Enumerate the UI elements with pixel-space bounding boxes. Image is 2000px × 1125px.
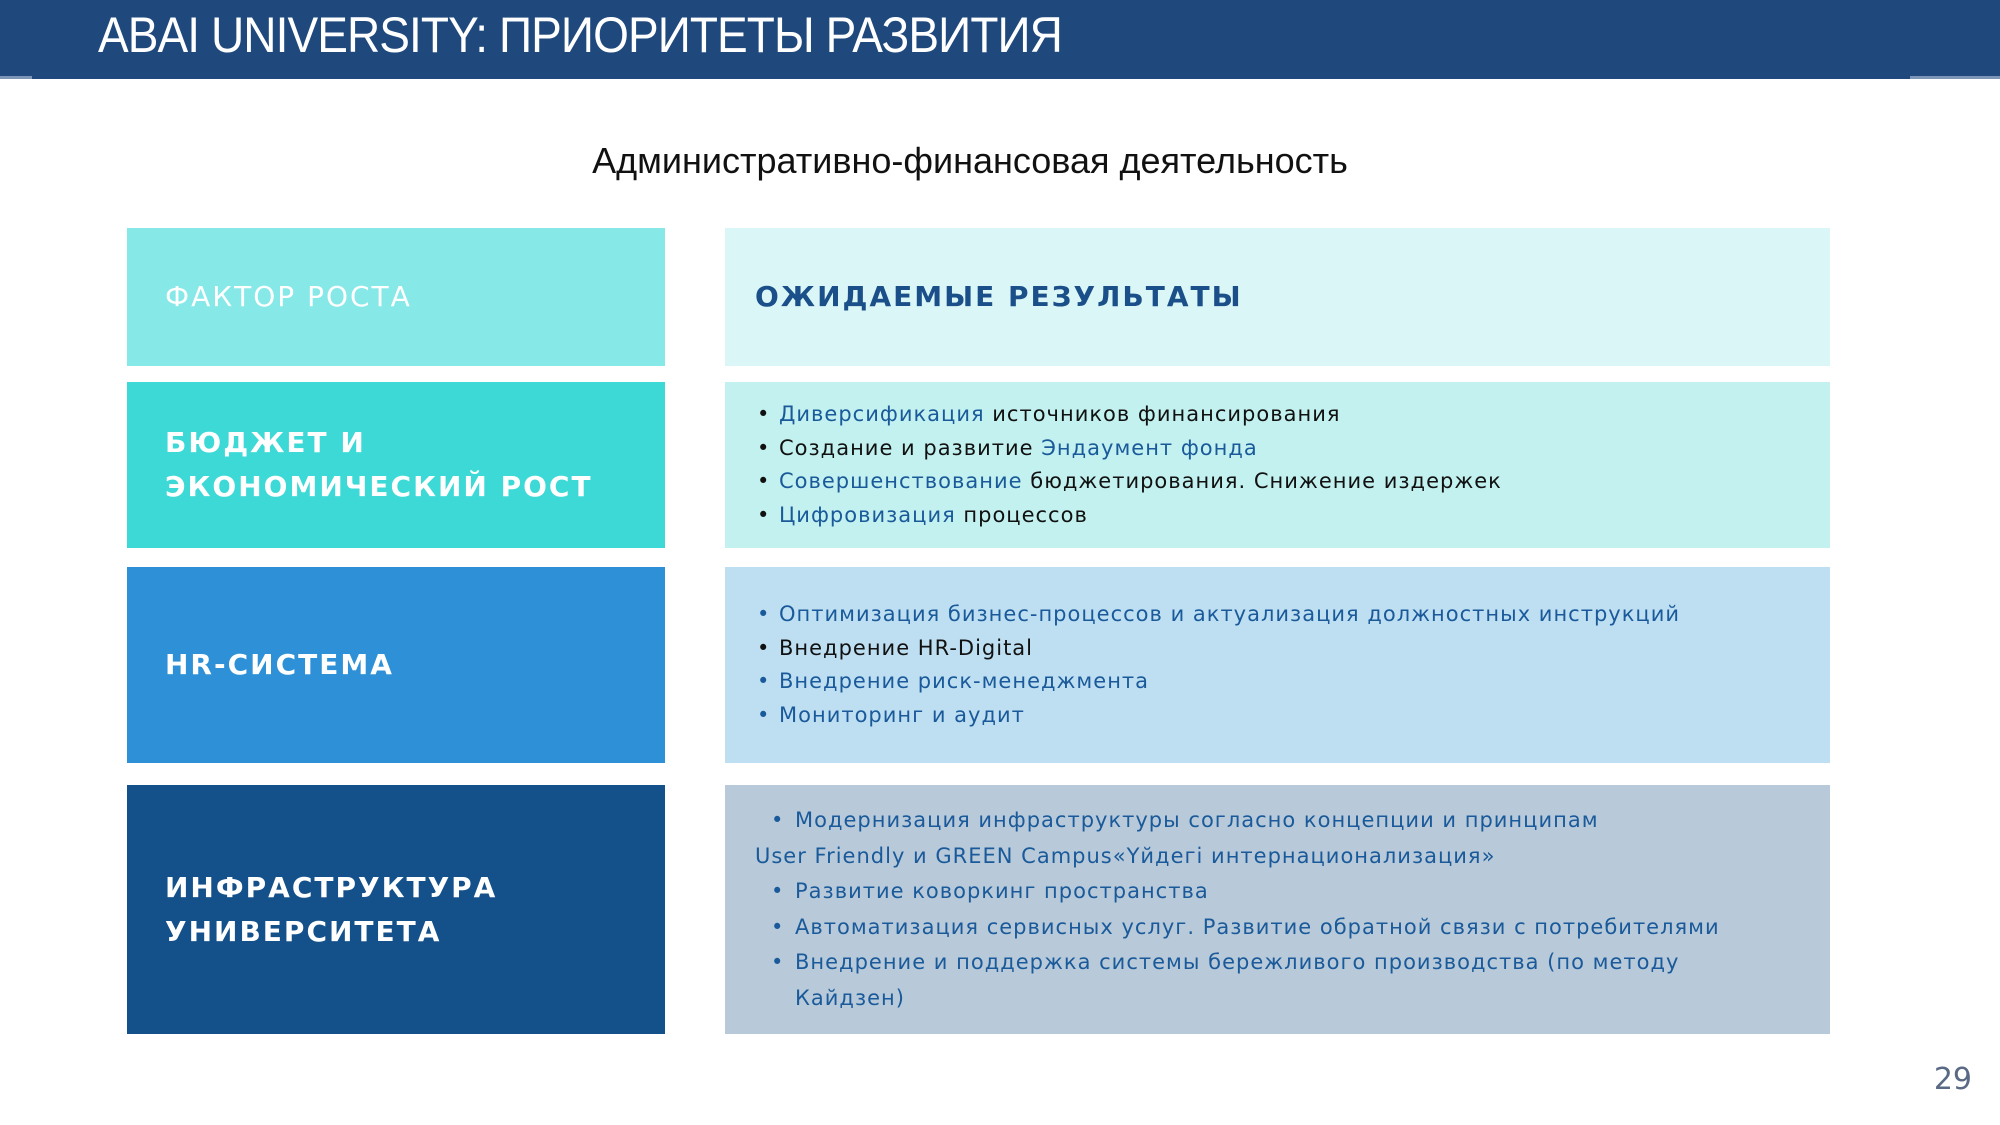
factor-label: ИНФРАСТРУКТУРА УНИВЕРСИТЕТА — [165, 870, 498, 948]
list-item: Внедрение и поддержка системы бережливог… — [755, 945, 1715, 1016]
factor-label: БЮДЖЕТ И ЭКОНОМИЧЕСКИЙ РОСТ — [165, 426, 593, 503]
header-accent-strip — [1910, 76, 2000, 79]
results-budget: Диверсификация источников финансирования… — [725, 382, 1830, 548]
page-title: ABAI UNIVERSITY: ПРИОРИТЕТЫ РАЗВИТИЯ — [98, 7, 1063, 63]
factor-infrastructure: ИНФРАСТРУКТУРА УНИВЕРСИТЕТА — [127, 785, 665, 1034]
list-item-continuation: User Friendly и GREEN Campus«Үйдегі инте… — [755, 843, 1496, 868]
factor-hr: HR-СИСТЕМА — [127, 567, 665, 763]
header-accent-strip — [0, 76, 32, 79]
header-bar: ABAI UNIVERSITY: ПРИОРИТЕТЫ РАЗВИТИЯ — [0, 0, 2000, 79]
list-item: Внедрение риск-менеджмента — [755, 665, 1830, 699]
page-number: 29 — [1933, 1062, 1972, 1097]
list-item: Создание и развитие Эндаумент фонда — [755, 432, 1830, 466]
factor-label: HR-СИСТЕМА — [165, 648, 394, 681]
factor-header: ФАКТОР РОСТА — [127, 228, 665, 366]
list-item: Модернизация инфраструктуры согласно кон… — [755, 803, 1830, 839]
list-item: Оптимизация бизнес-процессов и актуализа… — [755, 598, 1830, 632]
list-item: Диверсификация источников финансирования — [755, 398, 1830, 432]
list-item: Внедрение HR-Digital — [755, 632, 1830, 666]
list-item: Цифровизация процессов — [755, 499, 1830, 533]
list-item: Мониторинг и аудит — [755, 699, 1830, 733]
list-item: Автоматизация сервисных услуг. Развитие … — [755, 910, 1830, 946]
section-subtitle: Административно-финансовая деятельность — [592, 140, 1348, 181]
factor-budget: БЮДЖЕТ И ЭКОНОМИЧЕСКИЙ РОСТ — [127, 382, 665, 548]
results-hr: Оптимизация бизнес-процессов и актуализа… — [725, 567, 1830, 763]
results-infrastructure: Модернизация инфраструктуры согласно кон… — [725, 785, 1830, 1034]
list-item: Совершенствование бюджетирования. Снижен… — [755, 465, 1830, 499]
results-header: ОЖИДАЕМЫЕ РЕЗУЛЬТАТЫ — [725, 228, 1830, 366]
list-item: Развитие коворкинг пространства — [755, 874, 1830, 910]
